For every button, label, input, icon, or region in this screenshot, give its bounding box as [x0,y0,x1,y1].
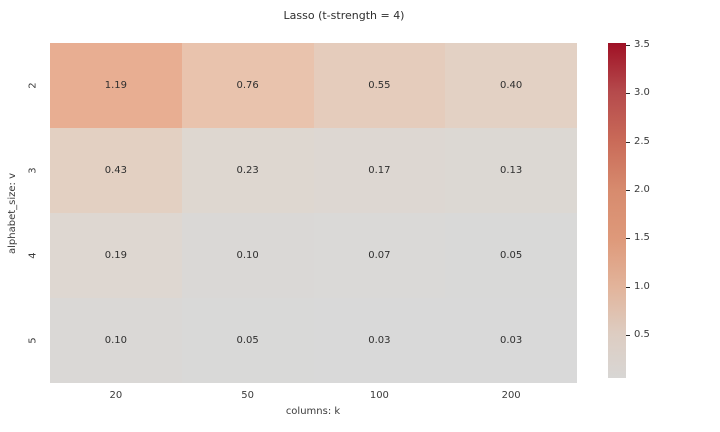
heatmap-cell: 0.13 [445,128,577,213]
colorbar-tick-label: 3.0 [634,87,650,99]
heatmap-cell: 0.05 [181,298,314,383]
y-tick-label: 4 [27,252,39,259]
colorbar-tick-label: 0.5 [634,329,650,340]
heatmap-cell: 0.76 [181,43,314,128]
colorbar-tick-label: 1.5 [634,232,650,244]
heatmap-cell: 0.17 [313,128,446,213]
y-axis-label: alphabet_size: v [6,172,18,254]
colorbar-tick-label: 2.0 [634,184,650,195]
heatmap-cell: 0.10 [50,298,182,383]
y-axis-ticks: 2 3 4 5 [26,43,40,383]
heatmap-cell: 0.05 [445,213,577,298]
heatmap-cell: 0.43 [50,128,182,213]
heatmap-cell: 0.07 [313,213,446,298]
heatmap-grid: 1.19 0.76 0.55 0.40 0.43 0.23 0.17 0.13 … [50,43,577,383]
heatmap-cell: 0.10 [181,213,314,298]
x-tick-label: 50 [241,390,254,401]
y-tick-label: 2 [27,82,39,89]
heatmap-cell: 0.40 [445,43,577,128]
colorbar-tick [626,238,630,240]
colorbar-tick-label: 3.5 [634,39,650,50]
colorbar-tick [626,335,630,337]
heatmap-cell: 0.23 [181,128,314,213]
colorbar-tick-label: 1.0 [634,280,650,292]
colorbar-tick [626,190,630,192]
colorbar [608,43,626,378]
colorbar-tick [626,286,630,288]
x-tick-label: 100 [369,390,389,401]
colorbar-tick [626,45,630,47]
chart-title: Lasso (t-strength = 4) [283,9,405,22]
heatmap-cell: 0.03 [445,298,577,383]
y-tick-label: 5 [27,337,39,344]
colorbar-tick [626,93,630,95]
heatmap-cell: 1.19 [50,43,182,128]
x-tick-label: 20 [109,390,123,401]
x-axis-label: columns: k [285,406,341,417]
heatmap-cell: 0.55 [313,43,446,128]
x-axis-ticks: 20 50 100 200 [50,390,577,401]
y-tick-label: 3 [27,167,39,174]
colorbar-tick-label: 2.5 [634,135,650,147]
colorbar-tick [626,141,630,143]
heatmap-cell: 0.03 [313,298,446,383]
x-tick-label: 200 [501,390,521,401]
heatmap-cell: 0.19 [50,213,182,298]
